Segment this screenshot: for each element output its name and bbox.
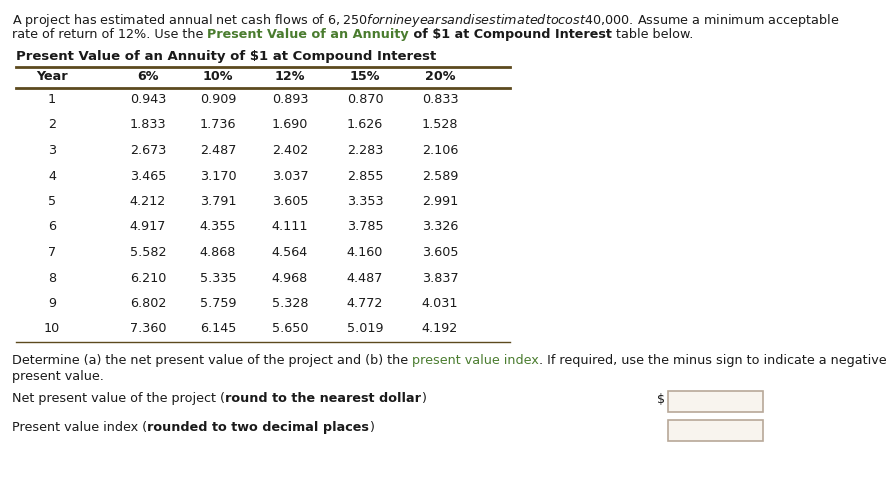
Text: 0.909: 0.909	[199, 93, 236, 106]
Text: 5.335: 5.335	[199, 271, 236, 285]
Text: 3.170: 3.170	[199, 170, 236, 183]
Text: 4.772: 4.772	[346, 297, 383, 310]
Bar	[667, 420, 762, 441]
Text: 20%: 20%	[424, 70, 455, 83]
Text: 3.605: 3.605	[421, 246, 458, 259]
Text: ): )	[421, 392, 425, 405]
Text: 4.111: 4.111	[271, 221, 308, 234]
Text: 3.785: 3.785	[346, 221, 383, 234]
Text: 8: 8	[48, 271, 56, 285]
Text: 4.917: 4.917	[129, 221, 166, 234]
Text: Present value index (: Present value index (	[12, 421, 147, 434]
Text: 4.031: 4.031	[421, 297, 458, 310]
Text: of $1 at Compound Interest: of $1 at Compound Interest	[408, 28, 611, 41]
Text: 6: 6	[48, 221, 56, 234]
Text: 3.037: 3.037	[271, 170, 308, 183]
Text: 2.673: 2.673	[129, 144, 166, 157]
Text: 3.353: 3.353	[346, 195, 383, 208]
Text: 4: 4	[48, 170, 56, 183]
Text: Net present value of the project (: Net present value of the project (	[12, 392, 225, 405]
Text: 3.837: 3.837	[421, 271, 458, 285]
Text: 1.528: 1.528	[421, 119, 458, 131]
Text: round to the nearest dollar: round to the nearest dollar	[225, 392, 421, 405]
Text: present value index: present value index	[412, 354, 539, 367]
Text: 7.360: 7.360	[129, 322, 166, 335]
Text: 5.582: 5.582	[129, 246, 166, 259]
Text: 12%: 12%	[275, 70, 305, 83]
Text: 4.355: 4.355	[199, 221, 236, 234]
Text: 4.968: 4.968	[272, 271, 307, 285]
Text: 15%: 15%	[349, 70, 380, 83]
Text: table below.: table below.	[611, 28, 693, 41]
Text: 4.192: 4.192	[422, 322, 457, 335]
Text: 10: 10	[43, 322, 60, 335]
Text: Year: Year	[36, 70, 67, 83]
Text: 3.326: 3.326	[422, 221, 458, 234]
Text: 0.893: 0.893	[271, 93, 308, 106]
Text: 2.991: 2.991	[422, 195, 457, 208]
Text: rate of return of 12%. Use the: rate of return of 12%. Use the	[12, 28, 207, 41]
Text: 4.160: 4.160	[346, 246, 383, 259]
Text: 4.487: 4.487	[346, 271, 383, 285]
Text: 10%: 10%	[203, 70, 233, 83]
Text: Determine (a) the net present value of the project and (b) the: Determine (a) the net present value of t…	[12, 354, 412, 367]
Text: 6%: 6%	[137, 70, 159, 83]
Text: present value.: present value.	[12, 370, 104, 383]
Text: Present Value of an Annuity of $1 at Compound Interest: Present Value of an Annuity of $1 at Com…	[16, 50, 436, 63]
Text: 2.106: 2.106	[422, 144, 458, 157]
Text: 9: 9	[48, 297, 56, 310]
Text: 6.145: 6.145	[199, 322, 236, 335]
Bar	[667, 391, 762, 412]
Text: 6.802: 6.802	[129, 297, 166, 310]
Text: 3.791: 3.791	[199, 195, 236, 208]
Text: 1.833: 1.833	[129, 119, 167, 131]
Text: 7: 7	[48, 246, 56, 259]
Text: 2.283: 2.283	[346, 144, 383, 157]
Text: 1: 1	[48, 93, 56, 106]
Text: 1.626: 1.626	[346, 119, 383, 131]
Text: 3: 3	[48, 144, 56, 157]
Text: 3.465: 3.465	[129, 170, 166, 183]
Text: 2.855: 2.855	[346, 170, 383, 183]
Text: 1.690: 1.690	[271, 119, 307, 131]
Text: 0.870: 0.870	[346, 93, 383, 106]
Text: 2: 2	[48, 119, 56, 131]
Text: rounded to two decimal places: rounded to two decimal places	[147, 421, 369, 434]
Text: 2.487: 2.487	[199, 144, 236, 157]
Text: Present Value of an Annuity: Present Value of an Annuity	[207, 28, 408, 41]
Text: 0.833: 0.833	[421, 93, 458, 106]
Text: 2.589: 2.589	[422, 170, 458, 183]
Text: 0.943: 0.943	[129, 93, 166, 106]
Text: 3.605: 3.605	[271, 195, 308, 208]
Text: 5.019: 5.019	[346, 322, 383, 335]
Text: . If required, use the minus sign to indicate a negative net: . If required, use the minus sign to ind…	[539, 354, 886, 367]
Text: 4.868: 4.868	[199, 246, 236, 259]
Text: 5.328: 5.328	[271, 297, 308, 310]
Text: $: $	[657, 393, 664, 406]
Text: 5: 5	[48, 195, 56, 208]
Text: ): )	[369, 421, 374, 434]
Text: 5.650: 5.650	[271, 322, 308, 335]
Text: A project has estimated annual net cash flows of $6,250 for nine years and is es: A project has estimated annual net cash …	[12, 12, 838, 29]
Text: 1.736: 1.736	[199, 119, 236, 131]
Text: 4.564: 4.564	[272, 246, 307, 259]
Text: 2.402: 2.402	[272, 144, 307, 157]
Text: 5.759: 5.759	[199, 297, 236, 310]
Text: 4.212: 4.212	[129, 195, 166, 208]
Text: 6.210: 6.210	[129, 271, 166, 285]
